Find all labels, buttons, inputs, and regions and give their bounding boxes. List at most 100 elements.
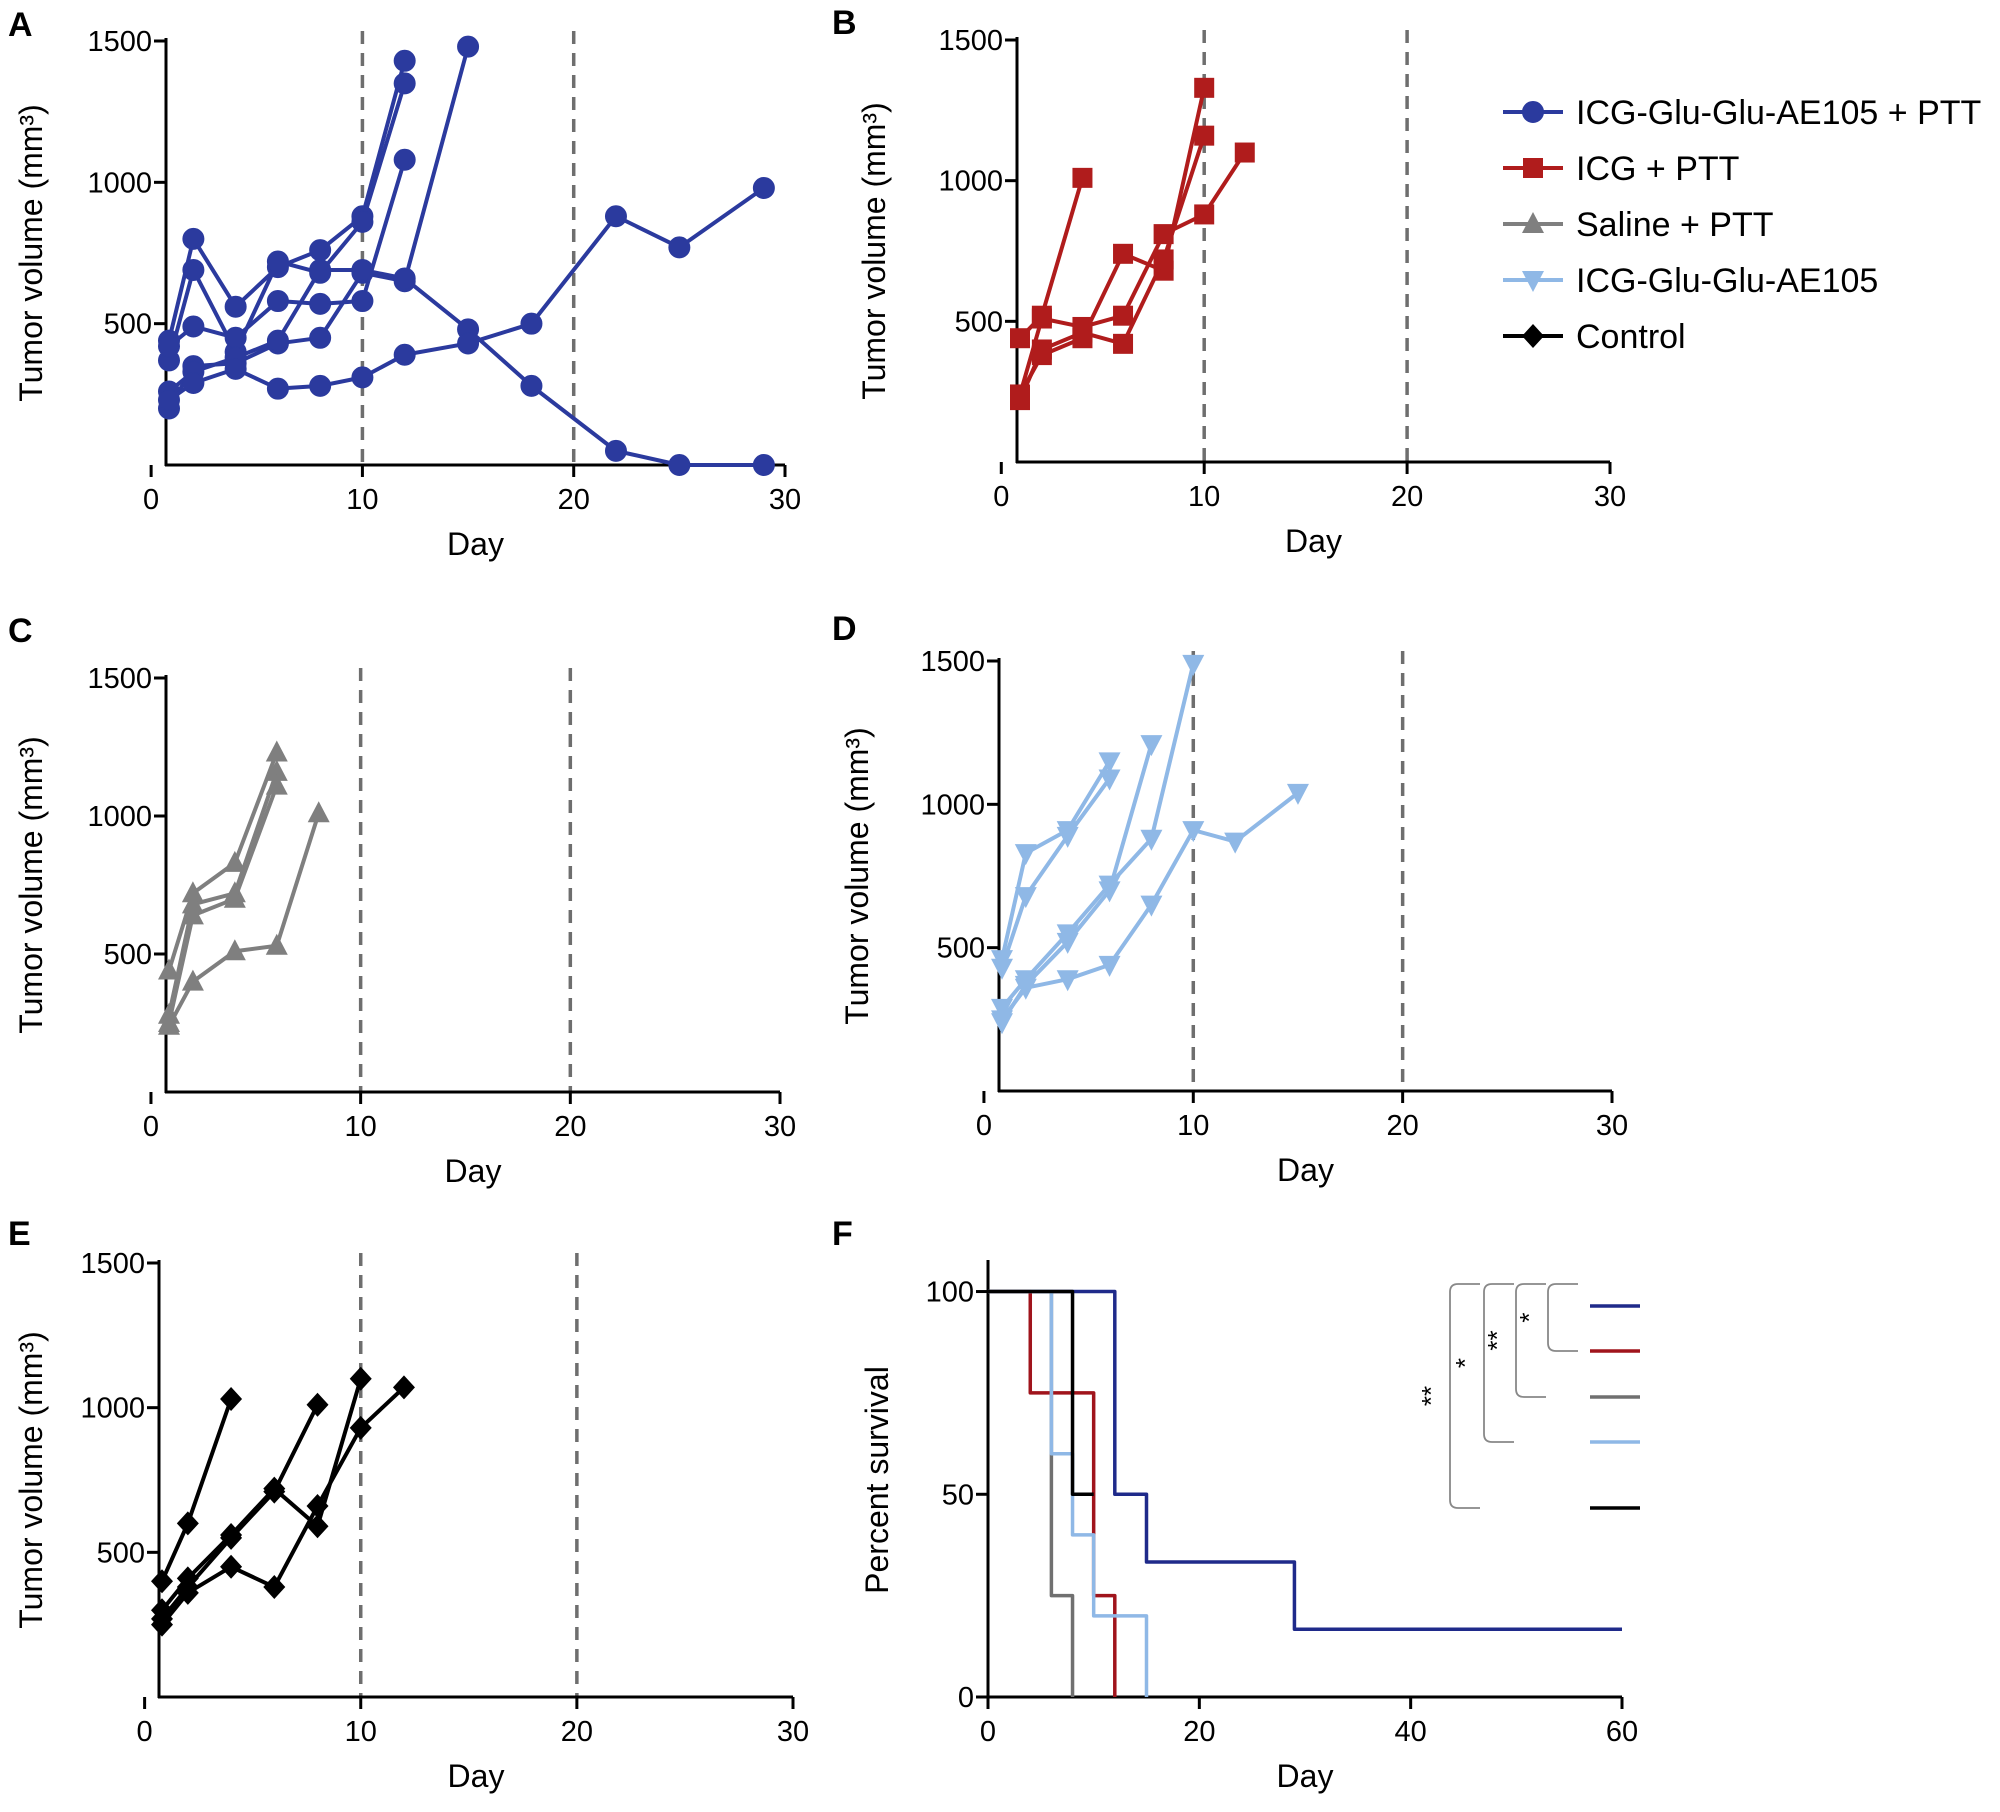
y-tick-label: 50 — [942, 1479, 974, 1511]
y-tick-label: 1500 — [938, 25, 1003, 57]
data-point — [263, 1479, 286, 1504]
data-point — [265, 759, 288, 781]
data-point — [1153, 249, 1174, 270]
data-point — [351, 366, 374, 389]
data-point — [265, 773, 288, 795]
legend-item-5: Control — [1503, 318, 1686, 356]
y-axis-label: Tumor volume (mm³) — [856, 102, 892, 399]
data-point — [1031, 308, 1052, 329]
y-tick-label: 1500 — [87, 26, 152, 58]
y-tick-label: 1000 — [87, 801, 152, 833]
y-tick-label: 1000 — [938, 166, 1003, 198]
data-point — [223, 939, 246, 961]
x-tick-label: 10 — [345, 1111, 377, 1143]
data-point — [182, 227, 205, 250]
series-line — [160, 1398, 233, 1583]
data-point — [520, 312, 543, 335]
data-point — [1140, 895, 1163, 917]
y-tick-label: 1500 — [87, 663, 152, 695]
data-point — [181, 969, 204, 991]
panel-d: D 500 1000 1500 0 10 20 30 Day Tumor volume (mm³) — [832, 610, 1628, 1188]
series-3 — [1010, 125, 1215, 411]
panel-letter: C — [8, 612, 33, 650]
x-tick-label: 20 — [561, 1716, 593, 1748]
series-line — [167, 46, 470, 410]
x-tick-label: 10 — [345, 1716, 377, 1748]
data-point — [224, 295, 247, 318]
data-point — [1098, 955, 1121, 977]
data-point — [1072, 316, 1093, 337]
data-point — [265, 740, 288, 762]
x-axis-label: Day — [447, 526, 504, 562]
data-point — [223, 850, 246, 872]
data-point — [1194, 125, 1215, 146]
data-point — [604, 205, 627, 228]
significance-label: ** — [1416, 1386, 1446, 1406]
data-point — [220, 1525, 243, 1550]
data-point — [1194, 77, 1215, 98]
data-point — [1056, 826, 1079, 848]
x-tick-label: 20 — [1183, 1716, 1215, 1748]
series-line — [167, 784, 279, 1024]
data-point — [1113, 333, 1134, 354]
data-point — [1286, 783, 1309, 805]
x-tick-label: 30 — [769, 484, 801, 516]
series-4 — [1010, 142, 1255, 405]
x-tick-label: 60 — [1606, 1716, 1638, 1748]
data-point — [224, 326, 247, 349]
series-line — [1000, 663, 1196, 1010]
data-point — [176, 1511, 199, 1536]
x-axis-label: Day — [1277, 1152, 1334, 1188]
y-axis-label: Tumor volume (mm³) — [13, 1331, 49, 1628]
data-point — [309, 239, 332, 262]
data-point — [1014, 844, 1037, 866]
series-4 — [158, 801, 330, 1035]
data-point — [181, 881, 204, 903]
data-point — [1072, 167, 1093, 188]
data-point — [265, 933, 288, 955]
data-point — [393, 267, 416, 290]
x-tick-label: 20 — [558, 484, 590, 516]
significance-label: * — [1514, 1312, 1544, 1322]
panel-b: B 500 1000 1500 0 10 20 30 Day Tumor volume (mm³) — [832, 4, 1626, 559]
y-tick-label: 500 — [97, 1537, 145, 1569]
data-point — [351, 258, 374, 281]
y-axis-label: Percent survival — [859, 1366, 895, 1594]
y-axis-label: Tumor volume (mm³) — [13, 736, 49, 1033]
data-point — [349, 1415, 372, 1440]
data-point — [991, 1010, 1013, 1032]
data-point — [309, 374, 332, 397]
data-point — [668, 454, 691, 476]
legend-label: ICG-Glu-Glu-AE105 — [1576, 262, 1878, 300]
data-point — [393, 49, 416, 72]
panel-c: C 500 1000 1500 0 10 20 30 Day Tumor volume (mm³) — [8, 612, 796, 1189]
x-tick-label: 0 — [980, 1716, 996, 1748]
significance-bracket — [1449, 1283, 1480, 1509]
x-tick-label: 0 — [137, 1716, 153, 1748]
legend-label: Control — [1576, 318, 1686, 356]
data-point — [1098, 769, 1121, 791]
data-point — [1182, 821, 1205, 843]
data-point — [181, 892, 204, 914]
series-1 — [151, 1386, 243, 1594]
legend-marker — [1522, 101, 1544, 123]
panel-letter: A — [8, 6, 33, 44]
y-tick-label: 0 — [958, 1682, 974, 1714]
y-tick-label: 1500 — [920, 646, 985, 678]
data-point — [1182, 654, 1205, 676]
series-5 — [991, 783, 1309, 1032]
data-point — [151, 1569, 173, 1594]
y-tick-label: 500 — [104, 309, 152, 341]
data-point — [991, 998, 1013, 1020]
data-point — [263, 1575, 286, 1600]
data-point — [1113, 243, 1134, 264]
x-tick-label: 20 — [554, 1111, 586, 1143]
series-1 — [158, 740, 288, 980]
y-tick-label: 1000 — [920, 789, 985, 821]
legend-marker — [1522, 324, 1544, 348]
data-point — [158, 388, 180, 411]
data-point — [158, 958, 180, 980]
data-point — [1031, 339, 1052, 360]
x-tick-label: 0 — [143, 1111, 159, 1143]
survival-key: ****** — [1416, 1283, 1640, 1510]
